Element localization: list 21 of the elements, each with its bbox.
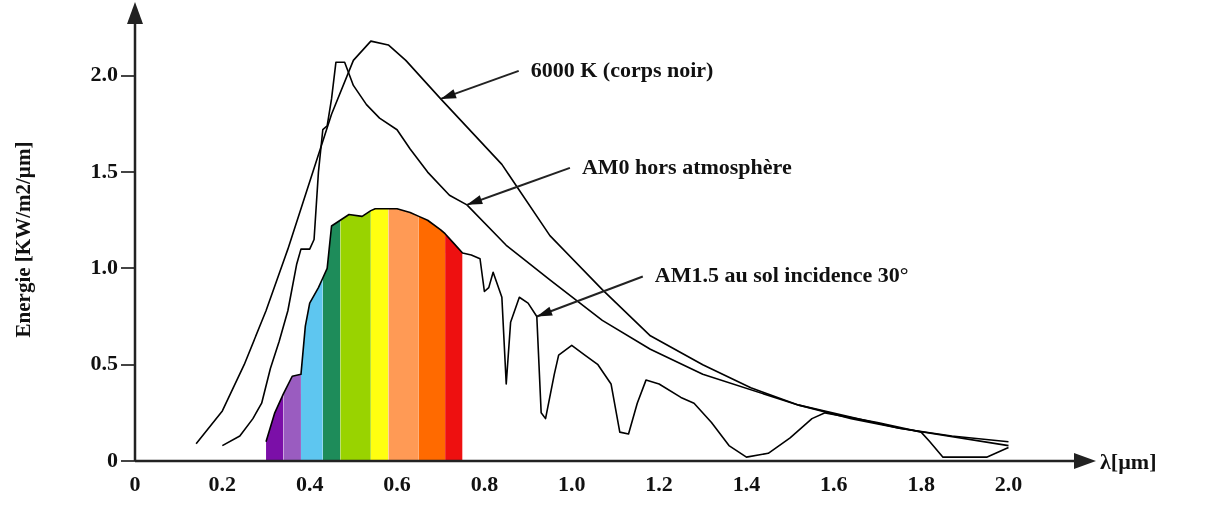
x-tick-label: 1.2 (645, 470, 673, 496)
x-tick-label: 0 (129, 470, 141, 496)
y-tick-label: 0 (107, 446, 118, 472)
x-tick-label: 1.6 (820, 470, 848, 496)
y-tick-label: 2.0 (90, 61, 118, 87)
x-tick-label: 1.8 (907, 470, 935, 496)
x-tick-label: 0.4 (295, 470, 324, 496)
annotation: AM1.5 au sol incidence 30° (654, 262, 909, 288)
annotation: 6000 K (corps noir) (530, 56, 714, 82)
x-tick-label: 0.6 (383, 470, 411, 496)
y-tick-label: 1.5 (90, 157, 118, 183)
x-tick-label: 2.0 (994, 470, 1023, 496)
x-tick-label: 0.8 (470, 470, 499, 496)
x-axis-title: λ[µm] (1100, 448, 1157, 474)
x-tick-label: 1.0 (557, 470, 586, 496)
y-tick-label: 0.5 (90, 350, 118, 376)
annotation: AM0 hors atmosphère (581, 153, 792, 179)
x-tick-label: 0.2 (208, 470, 237, 496)
y-axis-title: Energie [KW/m2/µm] (11, 141, 36, 338)
y-tick-label: 1.0 (90, 254, 118, 280)
x-tick-label: 1.4 (732, 470, 761, 496)
